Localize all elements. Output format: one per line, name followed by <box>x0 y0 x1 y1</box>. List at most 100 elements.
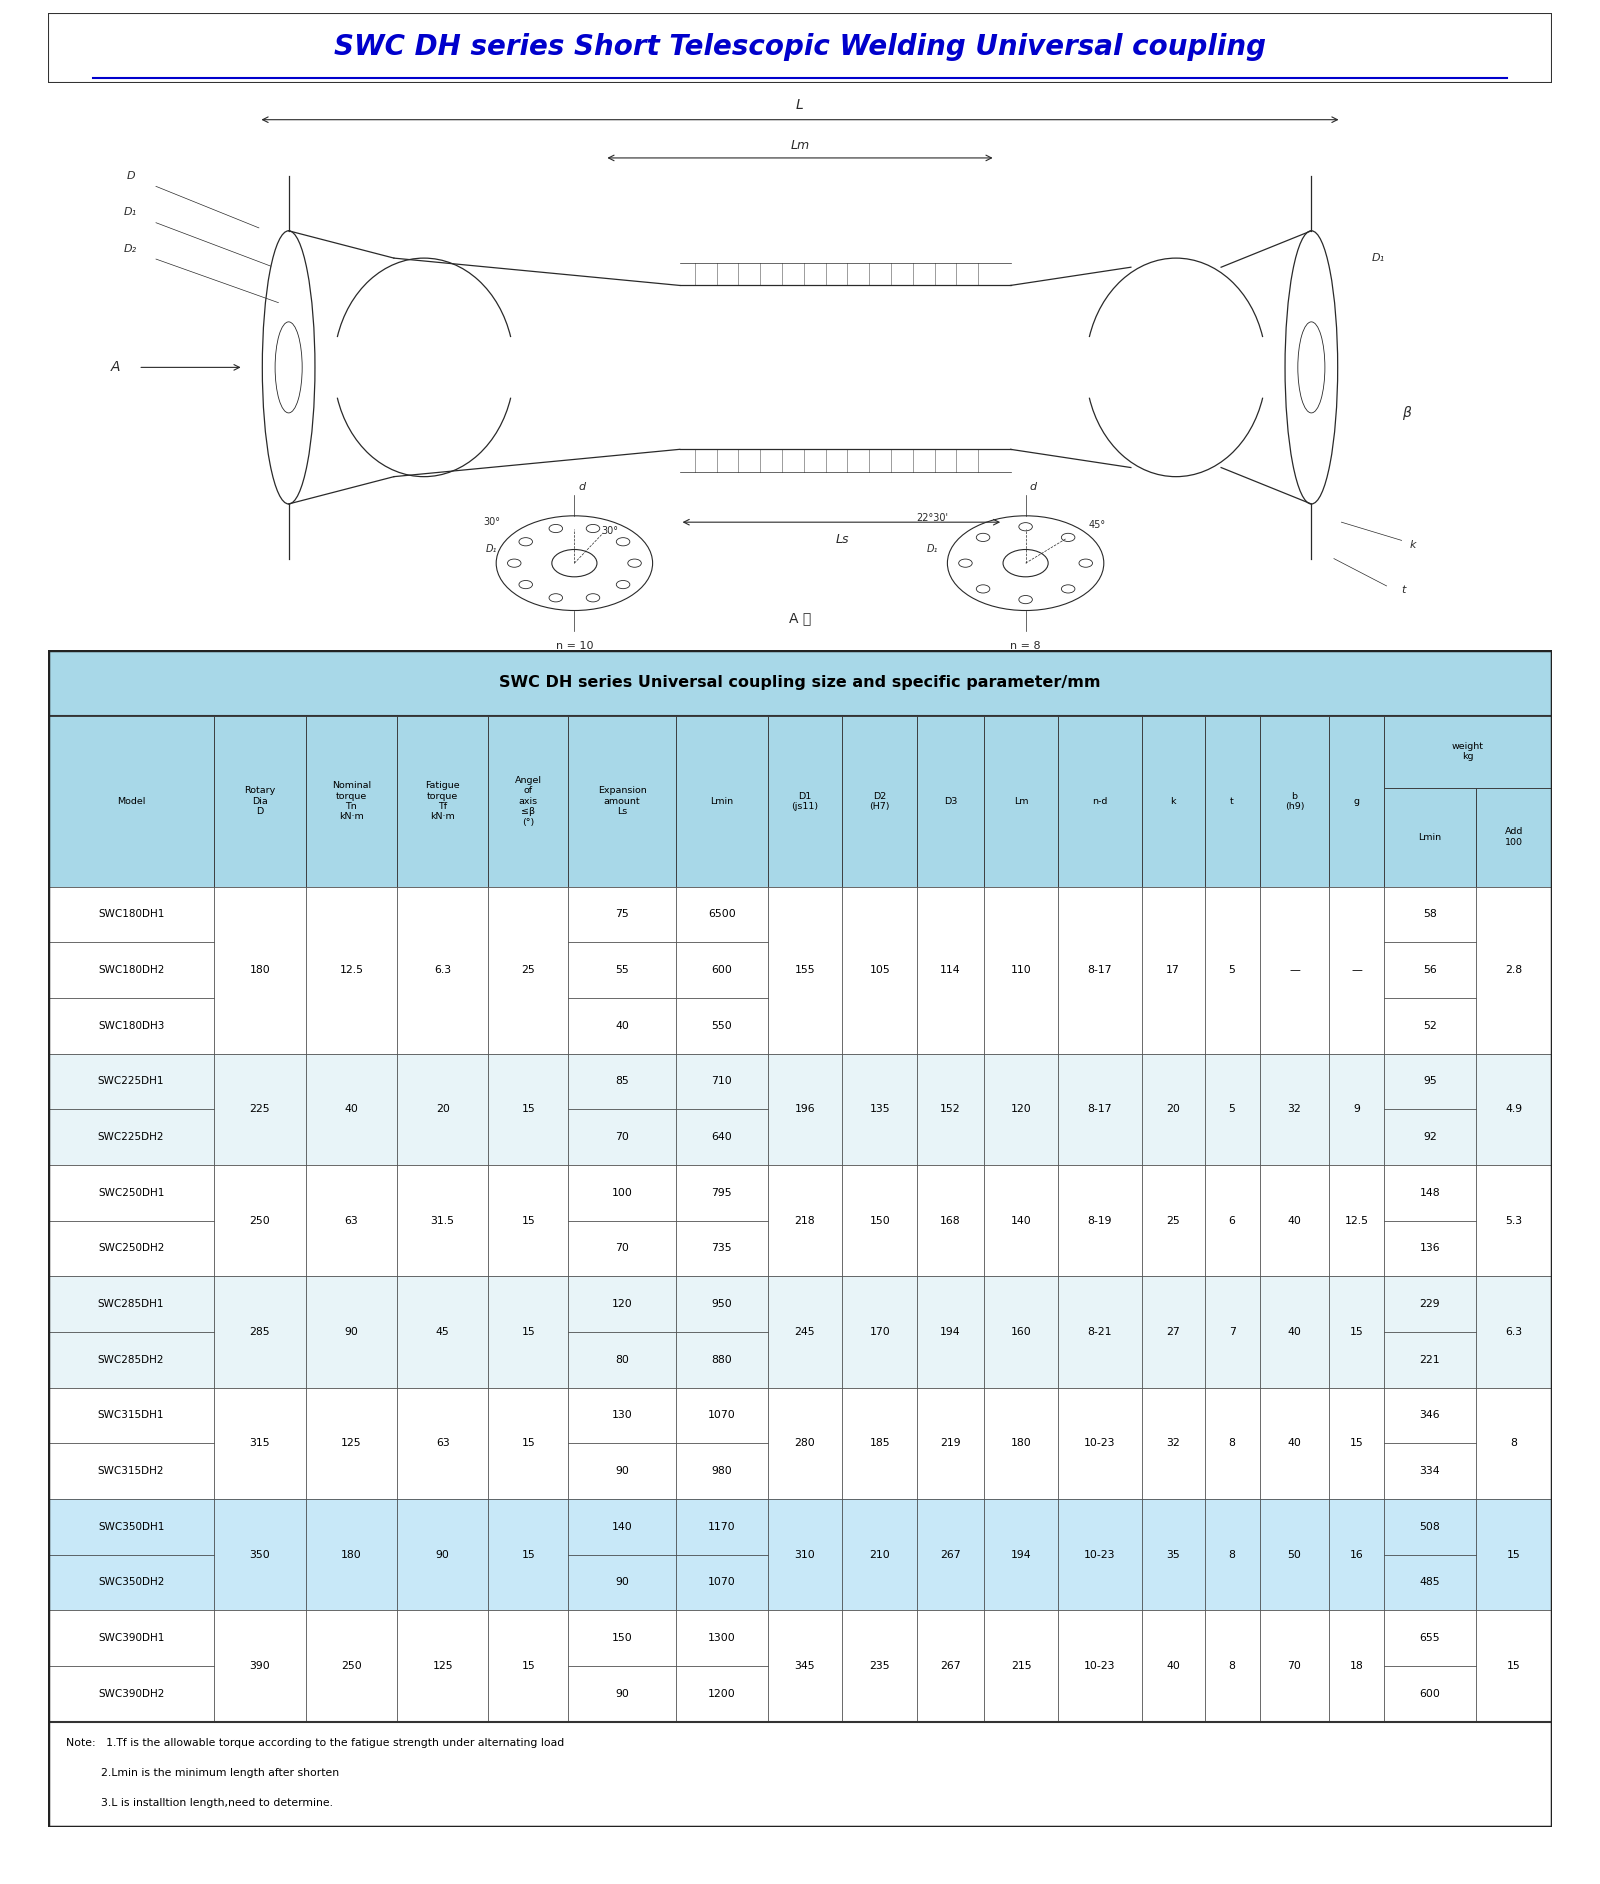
Bar <box>677 1332 768 1387</box>
Bar <box>1384 1554 1475 1611</box>
Bar <box>488 716 568 887</box>
Text: 1170: 1170 <box>709 1522 736 1532</box>
Bar <box>1330 1443 1384 1500</box>
Bar <box>568 1389 677 1443</box>
Text: 32: 32 <box>1288 1104 1301 1113</box>
Bar <box>1330 1554 1384 1611</box>
Bar <box>1259 1164 1330 1221</box>
Text: D: D <box>126 171 134 181</box>
Bar <box>917 716 984 887</box>
Bar <box>1384 1164 1475 1221</box>
Bar <box>1330 1332 1384 1387</box>
Bar <box>677 1221 768 1275</box>
Bar <box>677 1611 768 1665</box>
Bar <box>1384 788 1475 887</box>
Bar <box>1330 1500 1384 1611</box>
Bar <box>677 1164 768 1221</box>
Bar <box>568 942 677 999</box>
Text: 6.3: 6.3 <box>1506 1326 1522 1338</box>
Text: D₁: D₁ <box>1371 252 1384 264</box>
Bar <box>306 1387 397 1500</box>
Bar <box>306 1275 397 1387</box>
Bar <box>768 942 842 999</box>
Text: 40: 40 <box>1166 1662 1181 1671</box>
Bar <box>1259 1387 1330 1500</box>
Text: 100: 100 <box>611 1187 632 1198</box>
Bar <box>306 1500 397 1554</box>
Bar <box>1059 1275 1141 1387</box>
Bar <box>48 1221 214 1275</box>
Bar <box>1259 716 1330 887</box>
Bar <box>1475 1554 1552 1611</box>
Bar <box>1141 1665 1205 1722</box>
Bar <box>397 1665 488 1722</box>
Text: SWC390DH1: SWC390DH1 <box>98 1633 165 1643</box>
Text: 980: 980 <box>712 1466 733 1475</box>
Text: 140: 140 <box>1011 1215 1032 1226</box>
Bar <box>842 1554 917 1611</box>
Bar <box>488 1053 568 1110</box>
Text: 640: 640 <box>712 1132 733 1142</box>
Bar <box>677 1164 768 1221</box>
Bar <box>48 1554 214 1611</box>
Bar <box>1141 1164 1205 1275</box>
Bar <box>306 1332 397 1387</box>
Bar <box>1205 1611 1259 1722</box>
Bar <box>1259 1164 1330 1275</box>
Text: 135: 135 <box>869 1104 890 1113</box>
Text: 219: 219 <box>941 1437 960 1449</box>
Bar <box>1205 1053 1259 1110</box>
Text: 12.5: 12.5 <box>339 965 363 976</box>
Bar <box>1141 1389 1205 1443</box>
Text: 7: 7 <box>1229 1326 1235 1338</box>
Bar <box>48 1500 214 1554</box>
Bar <box>1141 1164 1205 1221</box>
Text: D₂: D₂ <box>125 243 138 254</box>
Text: 5: 5 <box>1229 1104 1235 1113</box>
Text: 50: 50 <box>1288 1549 1301 1560</box>
Bar <box>48 1443 214 1500</box>
Bar <box>1205 1221 1259 1275</box>
Bar <box>984 1275 1059 1332</box>
Bar <box>48 1164 214 1221</box>
Text: 20: 20 <box>435 1104 450 1113</box>
Bar <box>677 1110 768 1164</box>
Bar <box>1330 1611 1384 1722</box>
Text: 345: 345 <box>795 1662 816 1671</box>
Text: 185: 185 <box>869 1437 890 1449</box>
Bar <box>842 1665 917 1722</box>
Text: 194: 194 <box>1011 1549 1032 1560</box>
Text: 180: 180 <box>1011 1437 1032 1449</box>
Bar <box>1475 1387 1552 1500</box>
Bar <box>48 999 214 1053</box>
Text: SWC180DH2: SWC180DH2 <box>98 965 165 976</box>
Bar <box>1259 1275 1330 1332</box>
Bar <box>842 887 917 942</box>
Text: 148: 148 <box>1419 1187 1440 1198</box>
Bar <box>842 887 917 1053</box>
Bar <box>984 716 1059 887</box>
Bar <box>984 942 1059 999</box>
Text: 180: 180 <box>250 965 270 976</box>
Text: —: — <box>1290 965 1299 976</box>
Text: 267: 267 <box>941 1549 960 1560</box>
Bar <box>488 1665 568 1722</box>
Text: 70: 70 <box>1288 1662 1301 1671</box>
Bar <box>306 1053 397 1164</box>
Text: g: g <box>1354 797 1360 806</box>
Text: 550: 550 <box>712 1021 733 1031</box>
Bar <box>1059 1053 1141 1110</box>
Bar <box>1059 716 1141 887</box>
Text: Model: Model <box>117 797 146 806</box>
Bar <box>842 1500 917 1554</box>
Bar <box>1384 887 1475 942</box>
Bar <box>1141 1221 1205 1275</box>
Bar <box>1205 1387 1259 1500</box>
Bar <box>1259 1053 1330 1164</box>
Text: weight
kg: weight kg <box>1453 742 1485 761</box>
Bar <box>568 1665 677 1722</box>
Text: 8-17: 8-17 <box>1088 1104 1112 1113</box>
Text: 168: 168 <box>941 1215 960 1226</box>
Bar <box>1259 1611 1330 1665</box>
Bar <box>842 1164 917 1221</box>
